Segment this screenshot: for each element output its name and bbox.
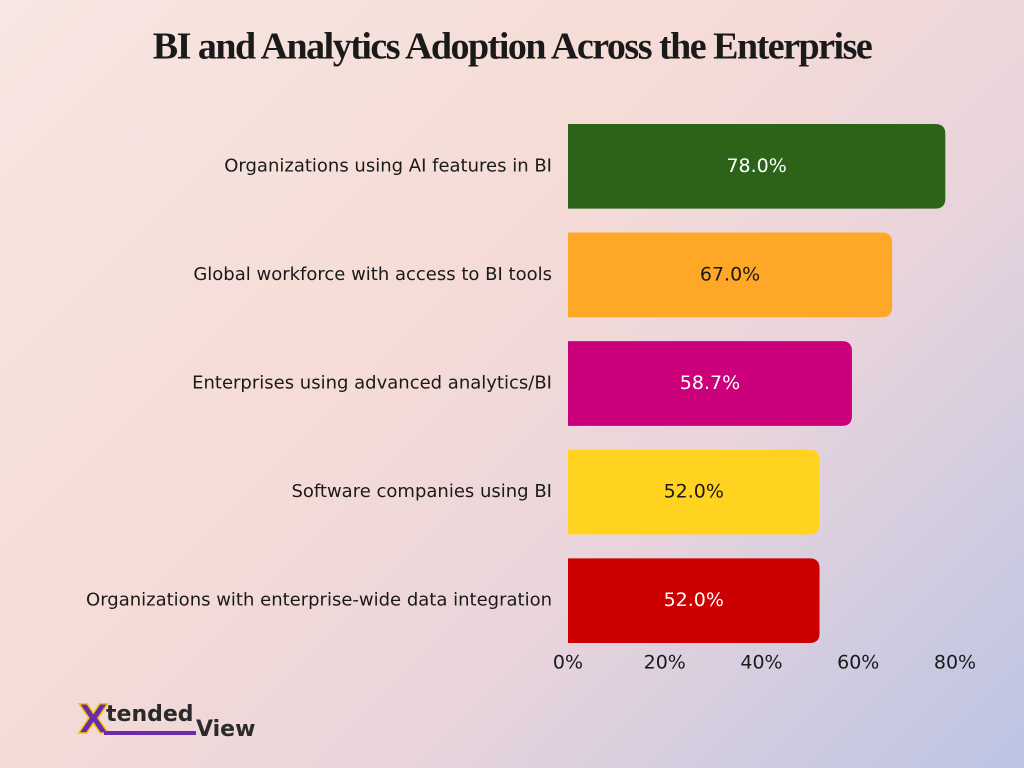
x-tick-label: 40% [740, 652, 782, 674]
logo-mark: X [78, 697, 109, 743]
bar [568, 341, 852, 426]
y-tick-label: Enterprises using advanced analytics/BI [192, 373, 552, 394]
logo-text: View [196, 717, 255, 742]
y-tick-label: Global workforce with access to BI tools [193, 264, 552, 285]
logo-underline [104, 731, 196, 735]
logo-text: tended [106, 702, 194, 727]
logo: X tended View [77, 696, 255, 744]
y-tick-label: Software companies using BI [291, 481, 552, 502]
x-tick-label: 60% [837, 652, 879, 674]
chart-title: BI and Analytics Adoption Across the Ent… [153, 26, 872, 68]
x-tick-label: 20% [644, 652, 686, 674]
value-label: 58.7% [680, 372, 740, 394]
bar [568, 123, 946, 209]
value-label: 67.0% [700, 263, 760, 285]
bar [568, 558, 820, 644]
value-label: 78.0% [726, 155, 786, 177]
x-tick-label: 80% [934, 652, 976, 674]
value-label: 52.0% [664, 589, 724, 611]
value-label: 52.0% [664, 481, 724, 503]
bar [568, 449, 820, 535]
x-tick-label: 0% [553, 652, 583, 674]
bar [568, 232, 893, 318]
y-tick-label: Organizations using AI features in BI [224, 155, 552, 176]
y-tick-label: Organizations with enterprise-wide data … [86, 590, 552, 611]
